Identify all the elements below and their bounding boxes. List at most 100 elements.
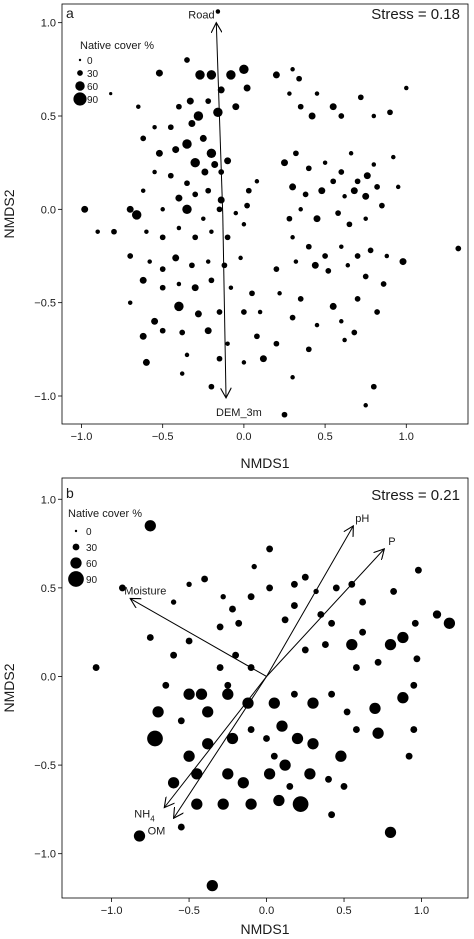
data-point (238, 255, 243, 261)
data-point (195, 688, 208, 700)
data-point (136, 104, 141, 109)
data-point (279, 759, 291, 771)
legend: Native cover % 0 30 60 90 (73, 40, 154, 106)
data-point (159, 284, 166, 291)
data-point (359, 598, 367, 606)
data-point (92, 664, 100, 672)
data-point (328, 619, 336, 627)
data-point (410, 681, 418, 689)
data-point (342, 194, 347, 199)
data-point (247, 726, 255, 734)
data-point (233, 210, 239, 216)
data-point (241, 309, 247, 315)
data-point (266, 584, 274, 592)
x-tick-label: 0.0 (236, 431, 251, 443)
vector-label: NH4 (134, 809, 155, 824)
data-point (176, 103, 182, 110)
legend-symbol (75, 81, 85, 91)
data-point (193, 111, 204, 121)
data-point (346, 638, 358, 651)
data-point (185, 637, 193, 645)
data-point (291, 732, 304, 745)
data-point (146, 634, 154, 641)
data-point (293, 150, 299, 157)
data-point (363, 216, 368, 221)
data-point (188, 120, 196, 127)
data-point (152, 169, 157, 175)
data-point (384, 826, 397, 839)
data-point (162, 681, 170, 689)
data-point (354, 296, 361, 302)
y-tick-label: −0.5 (34, 760, 56, 772)
data-point (335, 750, 347, 762)
data-point (167, 124, 174, 131)
data-point (159, 327, 166, 334)
data-point (192, 234, 199, 241)
data-point (325, 775, 332, 783)
data-point (184, 352, 190, 358)
y-tick-label: −1.0 (34, 391, 56, 403)
data-point (305, 346, 312, 353)
data-point (142, 358, 150, 366)
data-point (304, 768, 316, 780)
data-point (139, 276, 147, 284)
data-point (202, 706, 214, 718)
legend-symbol (70, 557, 82, 569)
vector-dem_3m-arrow (223, 214, 226, 398)
vector-label: pH (355, 513, 369, 525)
data-point (159, 266, 166, 272)
data-point (222, 768, 234, 780)
data-point (362, 192, 370, 200)
data-point (345, 263, 351, 268)
data-point (290, 375, 295, 380)
data-point (339, 319, 344, 324)
data-point (226, 70, 236, 80)
data-point (357, 94, 364, 101)
data-point (413, 655, 421, 663)
data-point (369, 702, 381, 715)
data-point (289, 314, 296, 321)
data-point (314, 91, 320, 96)
data-point (371, 113, 377, 119)
vector-ph-arrow (266, 526, 354, 677)
data-point (328, 690, 336, 698)
data-point (298, 207, 303, 212)
data-point (268, 697, 280, 709)
data-point (174, 301, 184, 312)
data-point (186, 97, 194, 105)
data-point (405, 752, 413, 760)
data-point (249, 290, 255, 297)
legend-symbol (72, 543, 80, 551)
x-tick-label: −1.0 (101, 905, 123, 917)
legend: Native cover % 0 30 60 90 (68, 508, 142, 587)
data-point (363, 403, 368, 408)
data-point (225, 341, 230, 346)
data-point (152, 706, 164, 718)
data-point (270, 752, 278, 760)
data-point (302, 191, 309, 198)
data-point (208, 383, 215, 390)
panel-a: Road DEM_3m Native cover % 0 30 60 90 −1.0 −0… (1, 3, 469, 471)
data-point (272, 71, 280, 79)
data-point (297, 296, 304, 302)
x-tick-label: −1.0 (71, 431, 93, 443)
y-tick-label: 1.0 (41, 18, 56, 30)
data-point (176, 225, 182, 231)
stress-label: Stress = 0.18 (371, 6, 460, 23)
data-point (363, 172, 371, 180)
data-point (177, 717, 185, 725)
data-point (263, 768, 276, 780)
data-point (206, 148, 217, 159)
data-point (213, 107, 223, 118)
data-point (109, 91, 113, 96)
data-point (266, 545, 274, 553)
data-point (186, 581, 192, 587)
data-point (206, 70, 217, 80)
y-axis-label: NMDS2 (1, 663, 17, 712)
data-point (147, 730, 163, 747)
data-point (192, 191, 199, 198)
vector-label: DEM_3m (216, 407, 262, 419)
legend-symbol (78, 58, 82, 62)
data-point (359, 628, 367, 636)
